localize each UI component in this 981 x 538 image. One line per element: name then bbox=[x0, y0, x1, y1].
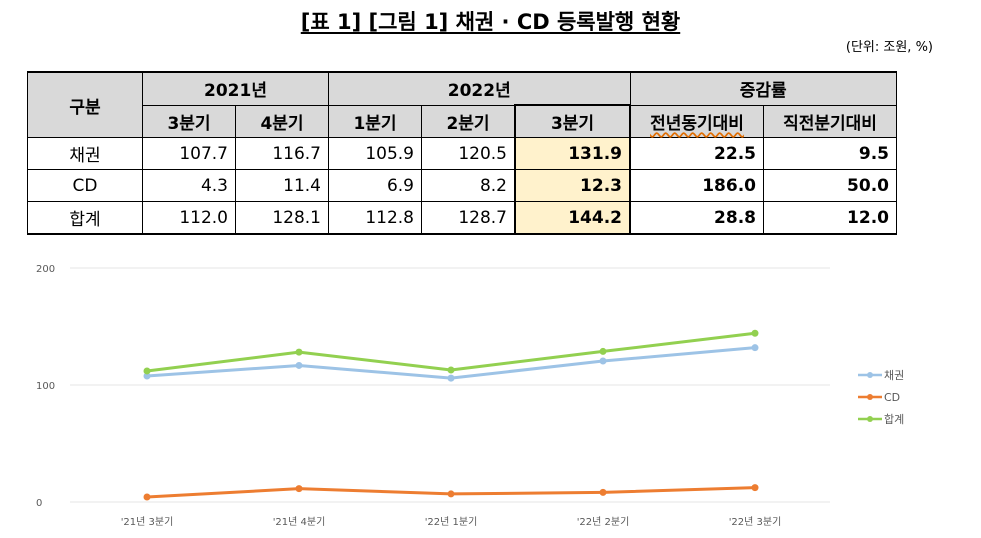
table-cell: 8.2 bbox=[421, 169, 516, 202]
table-cell: 112.8 bbox=[328, 201, 422, 235]
y-tick-label: 0 bbox=[36, 498, 42, 509]
legend-marker bbox=[867, 394, 873, 400]
table-cell: 6.9 bbox=[328, 169, 422, 202]
legend-label: 채권 bbox=[884, 369, 904, 382]
data-point bbox=[751, 484, 759, 492]
year-2022-header: 2022년 bbox=[328, 71, 631, 106]
data-point bbox=[295, 348, 303, 356]
table-cell: 128.7 bbox=[421, 201, 516, 235]
subheader-22q3: 3분기 bbox=[514, 104, 631, 138]
subheader-qoq: 직전분기대비 bbox=[763, 104, 897, 138]
unit-label: (단위: 조원, %) bbox=[845, 40, 933, 55]
table-cell: 105.9 bbox=[328, 137, 422, 170]
table-cell: 112.0 bbox=[142, 201, 236, 235]
table-cell: 4.3 bbox=[142, 169, 236, 202]
page-title: [표 1] [그림 1] 채권 · CD 등록발행 현황 bbox=[300, 10, 681, 34]
data-point bbox=[143, 372, 151, 380]
x-tick-label: '22년 1분기 bbox=[425, 516, 478, 528]
table-cell: 11.4 bbox=[235, 169, 329, 202]
subheader-yoy: 전년동기대비 bbox=[629, 104, 764, 138]
table-cell: 22.5 bbox=[629, 137, 764, 170]
subheader-22q1: 1분기 bbox=[328, 104, 422, 138]
series-line bbox=[146, 331, 756, 373]
legend-marker bbox=[867, 372, 873, 378]
data-point bbox=[599, 347, 607, 355]
line-chart: 0 100 200 '21년 3분기 '21년 4분기 '22년 1분기 '22년 2분기 '… bbox=[36, 264, 904, 528]
data-point bbox=[295, 485, 303, 493]
data-point bbox=[751, 344, 759, 352]
data-point bbox=[599, 357, 607, 365]
table-cell: 28.8 bbox=[629, 201, 764, 235]
table-cell: 12.0 bbox=[763, 201, 897, 235]
table-cell: 131.9 bbox=[514, 137, 631, 170]
table-row: 채권 107.7 116.7 105.9 120.5 131.9 22.5 9.… bbox=[27, 137, 897, 170]
series-line bbox=[146, 346, 756, 380]
table-cell: 9.5 bbox=[763, 137, 897, 170]
x-tick-label: '21년 4분기 bbox=[273, 516, 326, 528]
row-label: CD bbox=[27, 169, 143, 202]
legend-label: 합계 bbox=[884, 413, 904, 426]
year-2021-header: 2021년 bbox=[142, 71, 329, 106]
table-cell: 186.0 bbox=[629, 169, 764, 202]
subheader-21q3: 3분기 bbox=[142, 104, 236, 138]
row-label: 채권 bbox=[27, 137, 143, 170]
table-row: CD 4.3 11.4 6.9 8.2 12.3 186.0 50.0 bbox=[27, 169, 897, 202]
y-tick-label: 200 bbox=[36, 264, 55, 275]
table-cell: 12.3 bbox=[514, 169, 631, 202]
table-cell: 107.7 bbox=[142, 137, 236, 170]
x-tick-label: '22년 3분기 bbox=[729, 516, 782, 528]
table-cell: 50.0 bbox=[763, 169, 897, 202]
data-point bbox=[751, 329, 759, 337]
x-tick-label: '21년 3분기 bbox=[121, 516, 174, 528]
table-cell: 128.1 bbox=[235, 201, 329, 235]
x-tick-label: '22년 2분기 bbox=[577, 516, 630, 528]
table-cell: 144.2 bbox=[514, 201, 631, 235]
subheader-22q2: 2분기 bbox=[421, 104, 516, 138]
subheader-21q4: 4분기 bbox=[235, 104, 329, 138]
change-header: 증감률 bbox=[629, 71, 897, 106]
legend-label: CD bbox=[884, 391, 900, 404]
data-point bbox=[599, 488, 607, 496]
table-cell: 120.5 bbox=[421, 137, 516, 170]
data-point bbox=[447, 374, 455, 382]
table-cell: 116.7 bbox=[235, 137, 329, 170]
data-point bbox=[143, 367, 151, 375]
data-point bbox=[143, 493, 151, 501]
data-point bbox=[295, 361, 303, 369]
data-point bbox=[447, 490, 455, 498]
table-row: 합계 112.0 128.1 112.8 128.7 144.2 28.8 12… bbox=[27, 201, 897, 235]
y-tick-label: 100 bbox=[36, 381, 55, 392]
stats-table: 구분 2021년 2022년 증감률 3분기 4분기 1분기 2분기 3분기 전… bbox=[27, 71, 897, 235]
group-header: 구분 bbox=[27, 71, 143, 138]
row-label: 합계 bbox=[27, 201, 143, 235]
legend-marker bbox=[867, 416, 873, 422]
data-point bbox=[447, 366, 455, 374]
